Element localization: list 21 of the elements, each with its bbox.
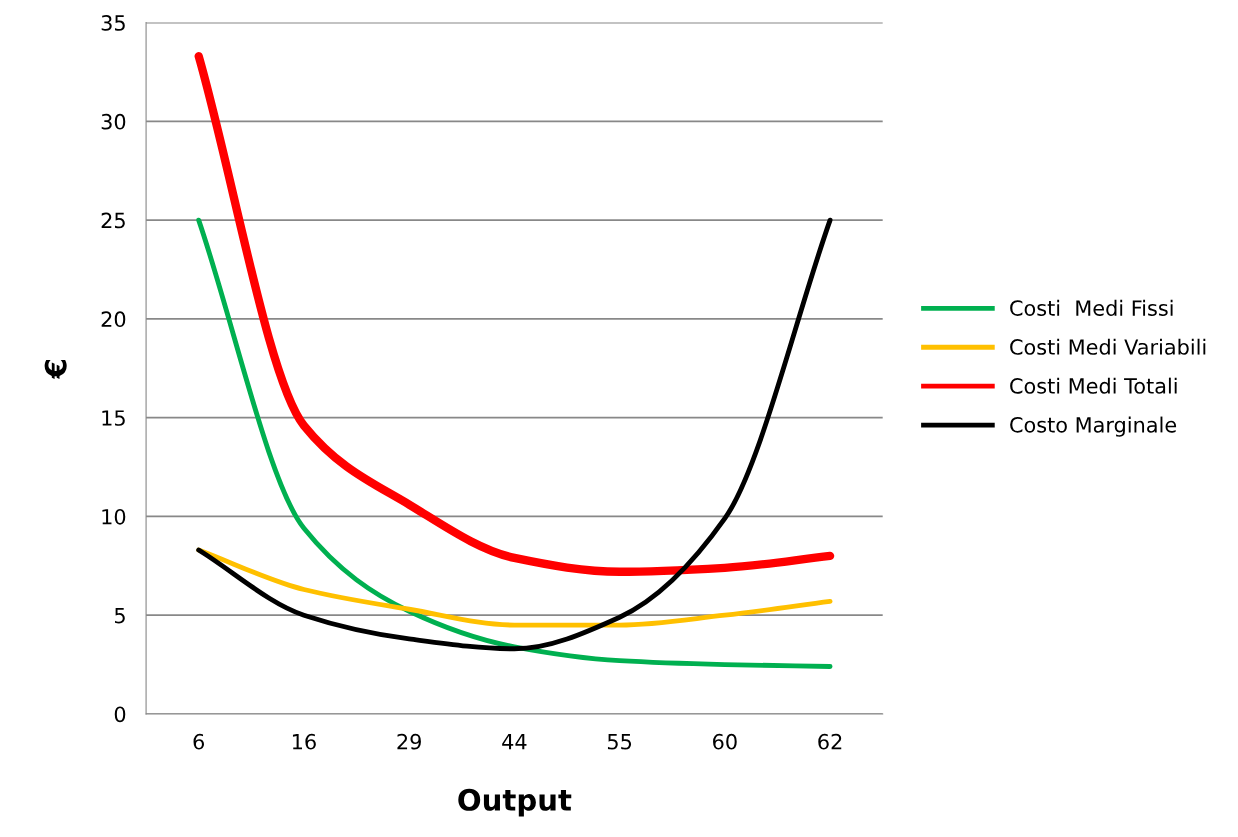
x-tick-label: 62 xyxy=(818,733,842,750)
y-tick-label: 10 xyxy=(102,508,126,525)
x-tick-label: 6 xyxy=(193,733,205,750)
legend-label: Costi Medi Totali xyxy=(1010,377,1177,394)
y-tick-label: 0 xyxy=(114,706,126,723)
legend-label: Costo Marginale xyxy=(1010,416,1177,437)
x-tick-label: 29 xyxy=(397,733,421,750)
y-tick-label: 20 xyxy=(101,311,126,328)
legend-label: Costi Medi Fissi xyxy=(1010,299,1173,316)
x-tick-label: 16 xyxy=(292,733,316,750)
y-tick-label: 5 xyxy=(114,607,125,624)
legend-label: Costi Medi Variabili xyxy=(1010,338,1206,355)
x-tick-label: 60 xyxy=(713,733,737,750)
y-tick-label: 25 xyxy=(101,212,125,229)
x-tick-label: 44 xyxy=(502,734,527,750)
y-axis-title: € xyxy=(44,360,67,379)
y-tick-label: 30 xyxy=(101,113,126,130)
y-tick-label: 35 xyxy=(101,15,125,31)
y-tick-label: 15 xyxy=(102,410,125,426)
x-axis-title: Output xyxy=(458,788,572,817)
x-tick-label: 55 xyxy=(607,734,632,750)
